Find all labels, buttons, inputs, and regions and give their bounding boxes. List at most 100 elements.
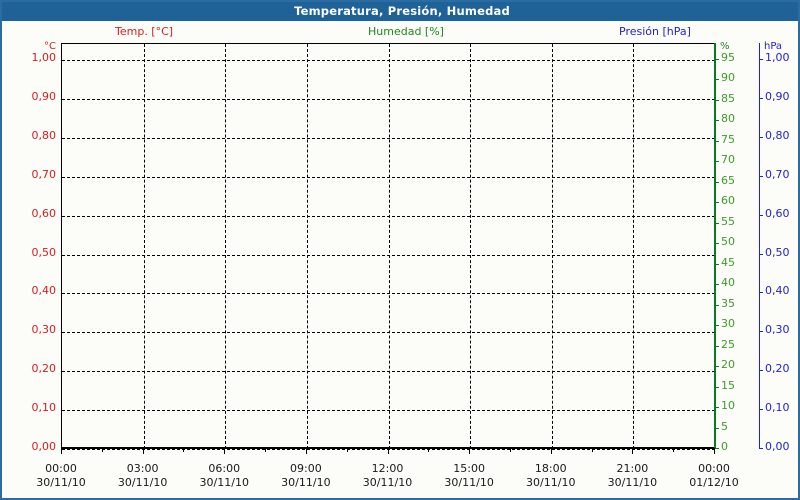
x-axis-tick-mark [305, 448, 307, 454]
x-axis-tick-time: 06:00 [208, 462, 241, 475]
x-axis-tick-time: 00:00 [698, 462, 730, 475]
humidity-axis-tick-label: 55 [721, 214, 735, 228]
humidity-axis-tick-mark [714, 140, 719, 142]
x-axis-tick-label: 00:00 30/11/10 [21, 462, 101, 490]
x-axis-tick-time: 00:00 [45, 462, 77, 475]
x-axis-tick-mark [550, 448, 552, 454]
x-axis-minor-tick-mark [183, 448, 185, 452]
x-axis-tick-time: 03:00 [126, 462, 159, 475]
window-title: Temperatura, Presión, Humedad [2, 2, 798, 21]
gridline-vertical [470, 44, 472, 449]
humidity-axis-tick-mark [714, 263, 719, 265]
x-axis-tick-label: 12:00 30/11/10 [348, 462, 428, 490]
pressure-axis-tick-mark [759, 136, 763, 138]
x-axis-tick-label: 18:00 30/11/10 [511, 462, 591, 490]
x-axis-tick-time: 09:00 [290, 462, 322, 475]
humidity-axis-tick-label: 65 [721, 173, 735, 187]
x-axis-tick-date: 30/11/10 [117, 476, 168, 489]
humidity-axis-tick-label: 95 [721, 51, 735, 64]
x-axis-tick-date: 30/11/10 [362, 476, 413, 489]
gridline-horizontal [62, 449, 715, 450]
x-axis-minor-tick-mark [101, 448, 103, 452]
humidity-axis-tick-mark [714, 427, 719, 429]
x-axis-minor-tick-mark [673, 448, 675, 452]
pressure-axis-tick-mark [759, 214, 763, 216]
x-axis-tick-date: 30/11/10 [199, 476, 249, 489]
gridline-vertical [388, 44, 390, 449]
left-axis-tick-label: 0,40 [31, 284, 57, 298]
gridline-vertical [306, 44, 308, 449]
x-axis-tick-label: 00:00 01/12/10 [674, 462, 754, 490]
left-axis-tick-label: 0,80 [31, 128, 57, 142]
left-axis-tick-label: 0,20 [31, 362, 57, 376]
x-axis-tick-mark [632, 448, 634, 454]
humidity-axis-tick-label: 35 [721, 296, 735, 310]
left-axis-tick-label: 1,00 [31, 51, 57, 64]
humidity-axis-tick-label: 75 [721, 132, 735, 146]
legend-item-pressure: Presión [hPa] [619, 25, 691, 38]
x-axis-minor-tick-mark [428, 448, 430, 452]
x-axis-tick-time: 15:00 [453, 462, 485, 475]
humidity-axis-tick-mark [714, 222, 719, 224]
x-axis-tick-mark [469, 448, 471, 454]
x-axis-tick-mark [714, 448, 715, 454]
humidity-axis-tick-label: 30 [721, 317, 735, 331]
humidity-axis-tick-label: 5 [721, 419, 728, 433]
pressure-axis-tick-mark [759, 370, 763, 372]
pressure-axis-unit: hPa [764, 41, 783, 52]
humidity-axis-tick-label: 25 [721, 337, 735, 351]
x-axis-tick-time: 21:00 [616, 462, 649, 475]
gridline-vertical [551, 44, 553, 449]
pressure-axis-line [759, 43, 760, 449]
x-axis-minor-tick-mark [265, 448, 267, 452]
x-axis-tick-mark [61, 448, 62, 454]
x-axis-tick-label: 06:00 30/11/10 [184, 462, 264, 490]
x-axis-tick-date: 30/11/10 [607, 476, 658, 489]
left-axis-tick-label: 0,10 [31, 401, 57, 415]
humidity-axis-tick-label: 40 [721, 276, 735, 290]
humidity-axis-tick-label: 50 [721, 235, 735, 249]
x-axis-tick-date: 30/11/10 [526, 476, 576, 489]
pressure-axis-tick-mark [759, 253, 763, 255]
plot-area [61, 43, 715, 450]
x-axis-tick-date: 30/11/10 [36, 476, 86, 489]
gridline-vertical [225, 44, 227, 449]
x-axis-minor-tick-mark [591, 448, 593, 452]
left-axis-tick-label: 0,30 [31, 323, 57, 337]
humidity-axis-tick-mark [714, 59, 719, 60]
x-axis-tick-date: 30/11/10 [281, 476, 331, 489]
pressure-axis-tick-mark [759, 97, 763, 99]
left-axis-tick-label: 0,50 [31, 245, 57, 259]
x-axis-minor-tick-mark [509, 448, 511, 452]
pressure-axis-tick-label: 0,30 [765, 323, 790, 337]
pressure-axis-tick-label: 0,40 [765, 284, 790, 298]
gridline-vertical [633, 44, 635, 449]
pressure-axis-tick-label: 0,80 [765, 128, 790, 142]
humidity-axis-tick-mark [714, 366, 719, 368]
humidity-axis-tick-mark [714, 161, 719, 163]
left-axis-tick-label: 0,70 [31, 167, 57, 181]
pressure-axis-tick-mark [759, 175, 763, 177]
humidity-axis-tick-mark [714, 345, 719, 347]
humidity-axis-tick-mark [714, 386, 719, 388]
x-axis-tick-time: 12:00 [371, 462, 404, 475]
pressure-axis-tick-label: 0,70 [765, 167, 790, 181]
humidity-axis-tick-label: 60 [721, 194, 735, 208]
pressure-axis-tick-mark [759, 292, 763, 294]
x-axis-tick-mark [142, 448, 144, 454]
humidity-axis-tick-label: 90 [721, 71, 735, 85]
left-axis-tick-label: 0,90 [31, 89, 57, 103]
humidity-axis-tick-mark [714, 202, 719, 204]
humidity-axis-tick-label: 70 [721, 153, 735, 167]
x-axis-minor-tick-mark [346, 448, 348, 452]
pressure-axis-tick-label: 0,90 [765, 89, 790, 103]
left-axis-tick-label: 0,00 [31, 440, 57, 453]
x-axis-tick-date: 01/12/10 [689, 476, 739, 489]
humidity-axis-unit: % [720, 41, 730, 52]
humidity-axis-tick-label: 0 [721, 440, 728, 453]
humidity-axis-tick-mark [714, 181, 719, 183]
pressure-axis-tick-mark [759, 448, 763, 449]
x-axis-tick-mark [224, 448, 226, 454]
x-axis-tick-label: 21:00 30/11/10 [592, 462, 672, 490]
